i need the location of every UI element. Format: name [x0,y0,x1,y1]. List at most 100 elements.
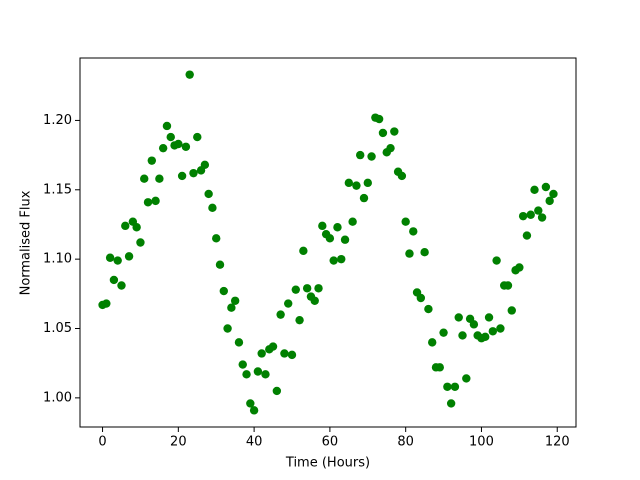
point [329,256,338,265]
point [450,382,460,391]
point [242,370,251,379]
point [223,324,232,333]
point [143,198,153,207]
point [356,150,365,160]
point [136,238,145,247]
point [481,332,490,342]
x-axis-label: Time (Hours) [285,456,370,471]
point [162,121,172,131]
point [374,114,384,124]
point [469,320,479,329]
point [314,284,323,293]
y-tick-label: 1.05 [43,321,72,336]
point [208,203,217,213]
point [253,367,263,376]
point [181,142,191,151]
point [249,406,259,415]
point [386,143,395,153]
point [397,171,407,181]
point [117,281,126,290]
point [212,234,221,243]
point [363,178,372,188]
point [541,182,551,192]
point [409,227,418,236]
point [234,338,244,347]
point [177,171,187,181]
point [518,211,528,221]
point [140,174,149,183]
point [435,363,444,372]
x-tick-label: 20 [170,435,187,450]
point [109,275,119,285]
point [158,143,168,153]
point [439,328,448,337]
point [113,256,122,265]
point [526,210,535,219]
point [503,281,513,290]
point [378,128,388,138]
point [155,174,164,183]
point [295,315,304,325]
point [401,217,410,226]
point [537,213,547,222]
point [219,286,228,296]
point [246,399,255,408]
point [299,246,308,256]
point [121,221,130,231]
point [280,349,289,358]
point [151,196,160,206]
point [515,263,524,272]
point [446,399,456,408]
point [348,217,357,226]
point [337,254,346,264]
point [102,299,111,308]
point [352,181,361,190]
y-tick-label: 1.20 [43,113,72,128]
point [174,139,183,149]
x-tick-label: 60 [322,435,339,450]
point [507,306,516,315]
point [340,235,350,244]
point [462,374,471,383]
point [272,386,282,396]
point [318,221,327,231]
point [325,234,335,243]
point [443,382,452,391]
point [488,327,498,336]
point [284,299,293,308]
point [534,206,543,215]
x-tick-label: 0 [98,435,106,450]
point [215,260,225,269]
point [424,304,433,314]
point [496,324,505,333]
point [367,152,376,161]
x-tick-label: 120 [545,435,570,450]
point [257,349,266,358]
point [310,296,319,305]
point [405,249,414,258]
point [522,231,532,240]
point [166,132,175,142]
point [200,160,210,170]
point [276,310,285,319]
point [185,70,194,79]
y-tick-label: 1.15 [43,182,72,197]
x-tick-label: 40 [246,435,263,450]
x-tick-label: 80 [397,435,414,450]
point [105,253,115,262]
point [492,256,501,265]
point [230,296,240,305]
point [420,248,429,257]
point [147,156,157,165]
x-tick-label: 100 [469,435,494,450]
point [132,223,141,232]
point [189,168,198,178]
point [344,178,354,188]
point [428,338,437,347]
point [333,223,342,232]
point [238,360,247,369]
point [227,303,236,312]
point [484,313,494,322]
point [268,342,278,351]
